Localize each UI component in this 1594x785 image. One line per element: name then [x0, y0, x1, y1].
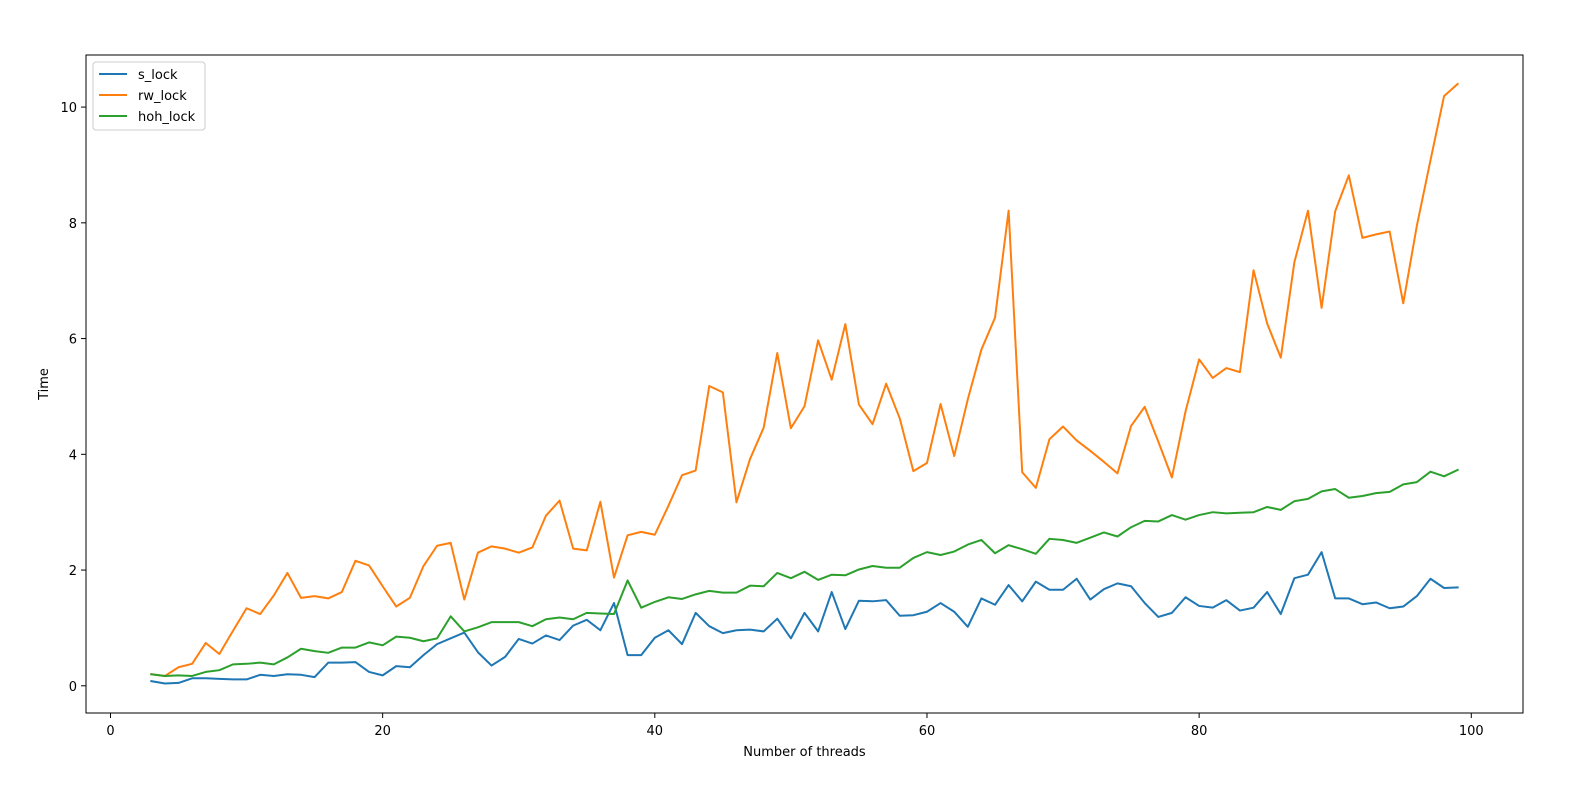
x-tick-label: 0 [106, 724, 114, 739]
legend-label-hoh-lock: hoh_lock [138, 110, 196, 125]
y-axis-label: Time [37, 368, 52, 401]
x-axis: 0 20 40 60 80 100 [106, 713, 1484, 739]
x-tick-label: 100 [1459, 724, 1484, 739]
y-tick-label: 0 [69, 680, 77, 695]
legend-box [92, 61, 206, 131]
x-tick-label: 20 [374, 724, 391, 739]
series-layer [150, 82, 1460, 685]
series-line-hoh-lock [150, 468, 1460, 677]
y-tick-label: 4 [69, 448, 77, 463]
x-axis-label: Number of threads [743, 745, 866, 760]
series-line-rw-lock [150, 82, 1460, 677]
x-tick-label: 80 [1191, 724, 1208, 739]
y-tick-label: 10 [60, 101, 77, 116]
y-axis: 0 2 4 6 8 10 [60, 101, 86, 695]
plot-frame [85, 54, 1524, 714]
y-tick-label: 2 [69, 564, 77, 579]
legend: s_lock rw_lock hoh_lock [92, 61, 206, 131]
legend-label-s-lock: s_lock [138, 68, 178, 83]
legend-label-rw-lock: rw_lock [138, 89, 187, 104]
series-line-s-lock [150, 551, 1459, 685]
y-tick-label: 8 [69, 217, 77, 232]
y-tick-label: 6 [69, 333, 77, 348]
x-tick-label: 40 [647, 724, 664, 739]
x-tick-label: 60 [919, 724, 936, 739]
